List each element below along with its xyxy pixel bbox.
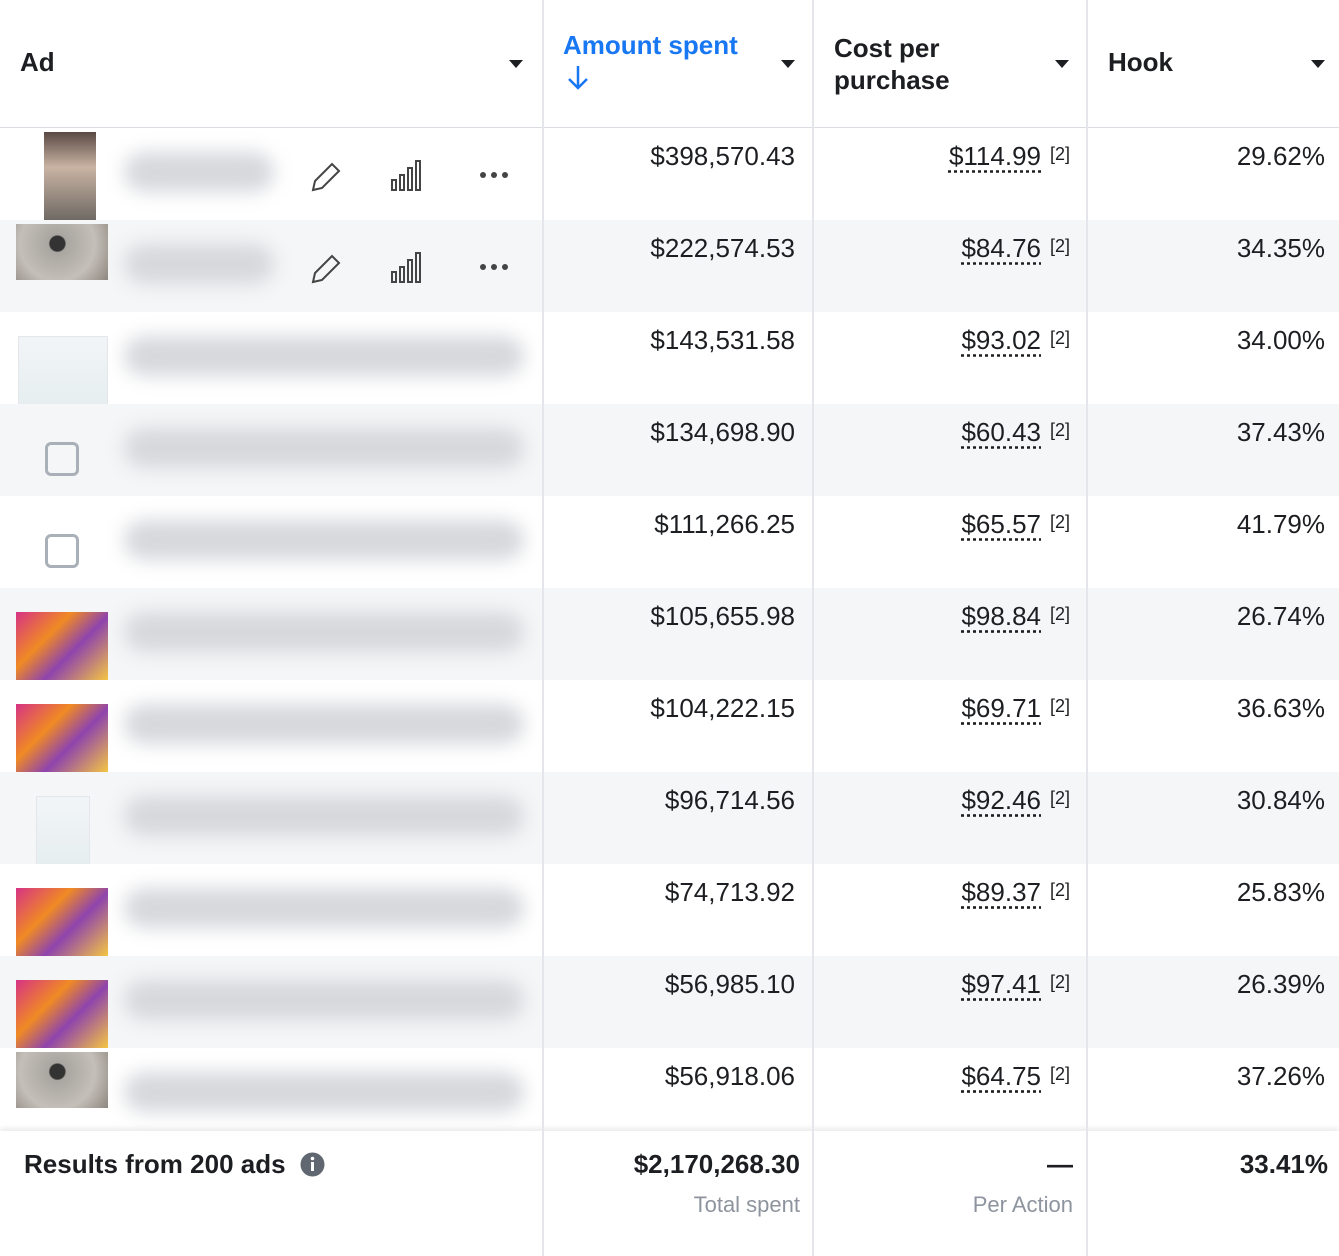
- cost-note: [2]: [1050, 972, 1071, 992]
- blurred-ad-name: [124, 612, 524, 652]
- column-divider: [1086, 0, 1088, 1256]
- hook-rate: 36.63%: [1236, 693, 1325, 723]
- column-divider: [542, 0, 544, 1256]
- ad-thumbnail: [36, 796, 90, 866]
- cost-note: [2]: [1050, 420, 1071, 440]
- footer-row: [0, 1131, 1339, 1256]
- column-header[interactable]: Cost per purchase: [834, 33, 950, 95]
- cost-note: [2]: [1050, 788, 1071, 808]
- blurred-ad-name: [124, 888, 524, 928]
- blurred-ad-name: [124, 980, 524, 1020]
- cost-per-purchase[interactable]: $84.76: [961, 233, 1041, 263]
- blurred-ad-name: [124, 336, 524, 376]
- blurred-ad-name: [124, 244, 274, 284]
- amount-spent: $111,266.25: [654, 509, 795, 539]
- row-actions[interactable]: [305, 158, 515, 194]
- ad-thumbnail: [16, 888, 108, 956]
- hook-rate: 26.74%: [1236, 601, 1325, 631]
- dropdown-caret[interactable]: [1055, 60, 1069, 68]
- hook-rate: 26.39%: [1236, 969, 1325, 999]
- cost-note: [2]: [1050, 512, 1071, 532]
- amount-spent: $143,531.58: [650, 325, 795, 355]
- hook-rate: 41.79%: [1236, 509, 1325, 539]
- column-divider: [812, 0, 814, 1256]
- ad-thumbnail: [44, 132, 96, 220]
- hook-rate: 30.84%: [1236, 785, 1325, 815]
- cost-per-purchase[interactable]: $114.99: [948, 141, 1041, 171]
- blurred-ad-name: [124, 520, 524, 560]
- hook-rate: 37.43%: [1236, 417, 1325, 447]
- cost-per-purchase[interactable]: $69.71: [961, 693, 1041, 723]
- cost-per-purchase[interactable]: $97.41: [961, 969, 1041, 999]
- amount-spent: $134,698.90: [650, 417, 795, 447]
- ad-thumbnail: [16, 980, 108, 1048]
- hook-rate: 25.83%: [1236, 877, 1325, 907]
- ad-thumbnail: [16, 224, 108, 280]
- cost-note: [2]: [1050, 328, 1071, 348]
- hook-rate: 34.35%: [1236, 233, 1325, 263]
- amount-spent: $74,713.92: [664, 877, 795, 907]
- ad-thumbnail: [16, 1052, 108, 1108]
- cost-per-purchase[interactable]: $65.57: [961, 509, 1041, 539]
- dropdown-caret[interactable]: [781, 60, 795, 68]
- dropdown-caret[interactable]: [509, 60, 523, 68]
- column-header[interactable]: Amount spent: [563, 30, 738, 60]
- blurred-ad-name: [124, 152, 274, 192]
- cost-per-purchase[interactable]: $92.46: [961, 785, 1041, 815]
- column-header[interactable]: Ad: [20, 47, 55, 77]
- cost-note: [2]: [1050, 696, 1071, 716]
- cost-per-purchase[interactable]: $98.84: [961, 601, 1041, 631]
- sort-arrow[interactable]: [566, 64, 590, 92]
- cost-per-purchase[interactable]: $93.02: [961, 325, 1041, 355]
- cost-per-purchase[interactable]: $89.37: [961, 877, 1041, 907]
- cost-note: [2]: [1050, 144, 1071, 164]
- cost-note: [2]: [1050, 1064, 1071, 1084]
- blurred-ad-name: [124, 796, 524, 836]
- footer-caption: Per Action: [972, 1192, 1073, 1217]
- row-actions[interactable]: [305, 250, 515, 286]
- hook-rate: 29.62%: [1236, 141, 1325, 171]
- dropdown-caret[interactable]: [1311, 60, 1325, 68]
- blurred-ad-name: [124, 704, 524, 744]
- amount-spent: $96,714.56: [664, 785, 795, 815]
- cost-note: [2]: [1050, 604, 1071, 624]
- amount-spent: $104,222.15: [650, 693, 795, 723]
- footer-total: $2,170,268.30: [633, 1149, 800, 1179]
- ad-thumbnail: [45, 442, 79, 476]
- amount-spent: $222,574.53: [650, 233, 795, 263]
- hook-rate: 34.00%: [1236, 325, 1325, 355]
- ad-thumbnail: [16, 704, 108, 772]
- ad-thumbnail: [16, 612, 108, 680]
- amount-spent: $105,655.98: [650, 601, 795, 631]
- blurred-ad-name: [124, 1072, 524, 1112]
- footer-label: Results from 200 ads: [24, 1149, 286, 1179]
- footer-caption: Total spent: [693, 1192, 800, 1217]
- footer-cost: —: [1047, 1149, 1073, 1179]
- ad-thumbnail: [18, 336, 108, 406]
- column-header[interactable]: Hook: [1108, 47, 1173, 77]
- info-icon[interactable]: [300, 1152, 325, 1177]
- hook-rate: 37.26%: [1236, 1061, 1325, 1091]
- cost-note: [2]: [1050, 236, 1071, 256]
- amount-spent: $56,918.06: [664, 1061, 795, 1091]
- blurred-ad-name: [124, 428, 524, 468]
- amount-spent: $56,985.10: [664, 969, 795, 999]
- cost-per-purchase[interactable]: $60.43: [961, 417, 1041, 447]
- ad-thumbnail: [45, 534, 79, 568]
- footer-hook: 33.41%: [1239, 1149, 1328, 1179]
- cost-note: [2]: [1050, 880, 1071, 900]
- cost-per-purchase[interactable]: $64.75: [961, 1061, 1041, 1091]
- amount-spent: $398,570.43: [650, 141, 795, 171]
